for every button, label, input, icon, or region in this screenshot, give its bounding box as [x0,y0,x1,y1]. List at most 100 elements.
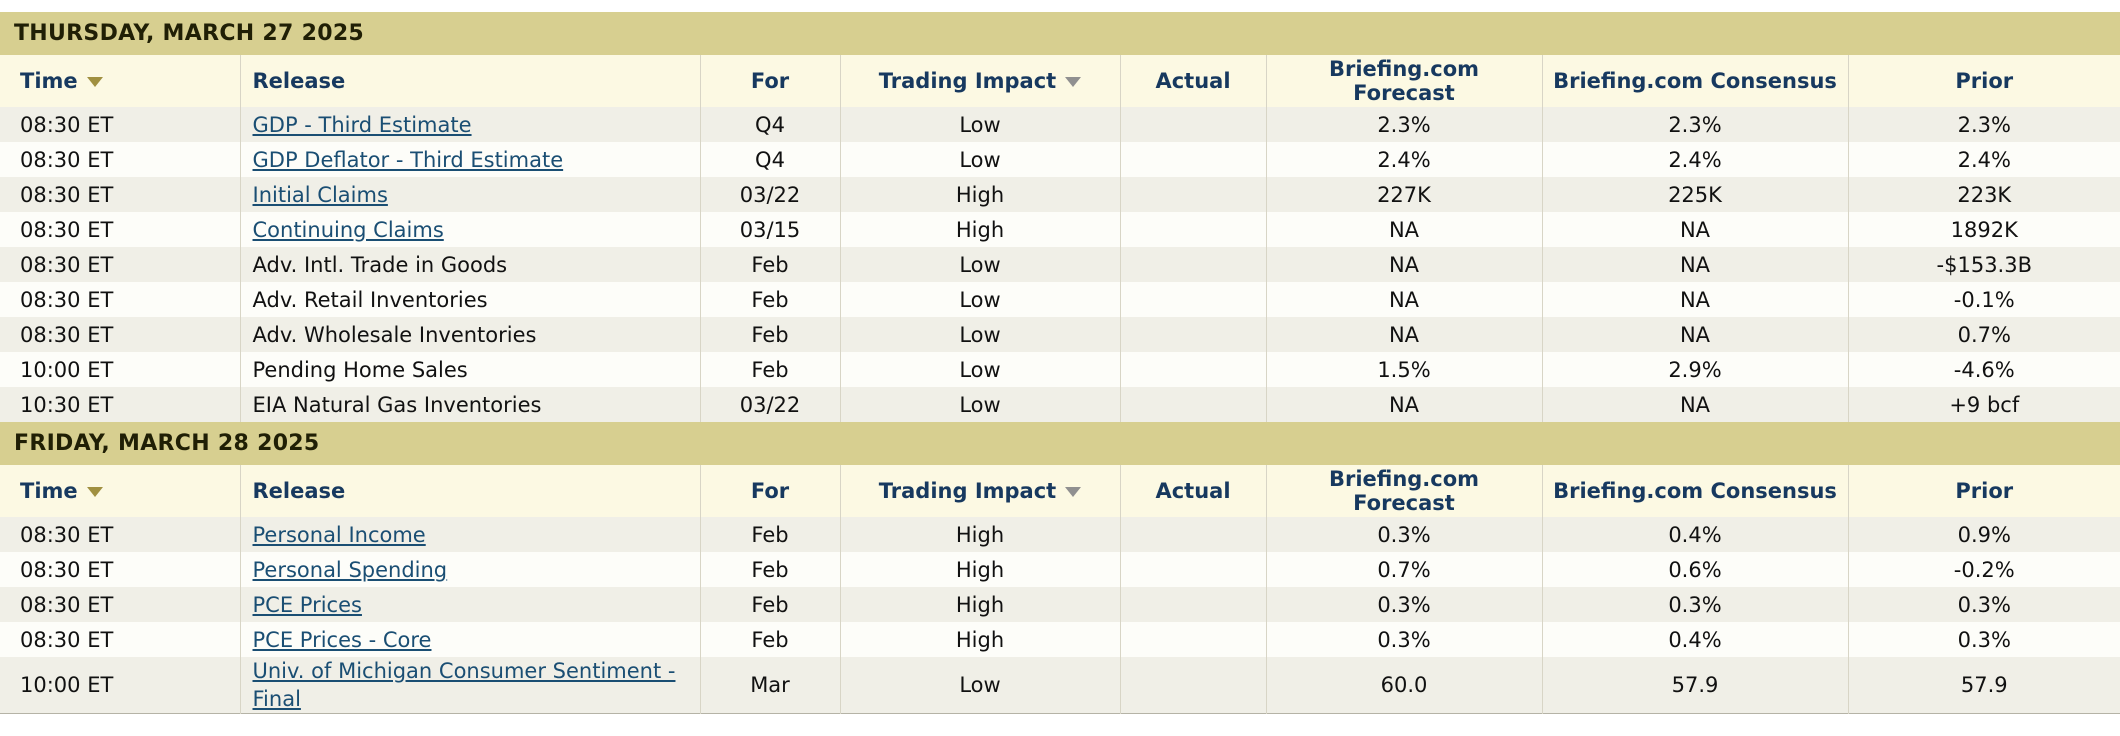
column-header-impact[interactable]: Trading Impact [840,55,1121,107]
release-link[interactable]: Initial Claims [252,182,388,207]
release-link[interactable]: PCE Prices - Core [252,627,432,652]
prior-cell: 57.9 [1960,673,2008,697]
prior-cell: 2.3% [1957,112,2011,137]
actual-cell [1120,282,1267,317]
impact-cell: High [840,212,1121,247]
release-link[interactable]: PCE Prices [252,592,362,617]
forecast-cell: NA [1266,317,1543,352]
column-header-for: For [700,465,841,517]
forecast-cell: NA [1266,387,1543,422]
economic-calendar-page: THURSDAY, MARCH 27 2025 Time Release For Tra… [0,0,2120,714]
column-header-release: Release [240,465,701,517]
column-header-row: Time Release For Trading Impact Actual Briefi… [0,55,2120,107]
release-cell: Adv. Wholesale Inventories [240,317,701,352]
impact-cell: High [840,517,1121,552]
column-header-label: Time [20,479,78,503]
impact-sort-arrow-icon[interactable] [1065,77,1082,87]
column-header-label: Briefing.com Forecast [1328,467,1480,515]
consensus-cell: 0.4% [1542,622,1849,657]
release-cell: Pending Home Sales [240,352,701,387]
consensus-cell: 2.4% [1542,142,1849,177]
release-row: 08:30 ET Personal Income Feb High 0.3% 0.4% 0.… [0,517,2120,552]
release-cell: Personal Income [240,517,701,552]
release-link[interactable]: GDP Deflator - Third Estimate [252,147,564,172]
consensus-cell: 225K [1542,177,1849,212]
column-header-time[interactable]: Time [0,465,241,517]
consensus-cell: 0.6% [1542,552,1849,587]
column-header-actual: Actual [1120,465,1267,517]
forecast-cell: NA [1266,212,1543,247]
release-row: 10:00 ET Univ. of Michigan Consumer Senti… [0,657,2120,714]
release-label: Pending Home Sales [252,357,468,382]
for-cell: 03/22 [700,387,841,422]
prior-cell: -0.2% [1953,557,2015,582]
column-header-actual: Actual [1120,55,1267,107]
forecast-cell: 60.0 [1266,657,1543,714]
column-header-row: Time Release For Trading Impact Actual Briefi… [0,465,2120,517]
forecast-cell: 0.3% [1266,587,1543,622]
column-header-label: For [750,479,790,503]
release-link[interactable]: Personal Income [252,522,426,547]
actual-cell [1120,247,1267,282]
actual-cell [1120,212,1267,247]
prior-cell: 223K [1957,182,2012,207]
release-link[interactable]: Continuing Claims [252,217,444,242]
prior-cell: -4.6% [1953,357,2015,382]
column-header-label: Trading Impact [878,479,1057,503]
actual-cell [1120,552,1267,587]
forecast-cell: 1.5% [1266,352,1543,387]
time-cell: 10:00 ET [0,657,241,714]
for-cell: 03/15 [700,212,841,247]
release-row: 10:00 ET Pending Home Sales Feb Low 1.5% 2.9%… [0,352,2120,387]
column-header-impact[interactable]: Trading Impact [840,465,1121,517]
time-sort-arrow-icon[interactable] [86,487,103,497]
impact-cell: Low [840,282,1121,317]
column-header-label: Release [252,479,346,503]
consensus-cell: 2.9% [1542,352,1849,387]
column-header-label: For [750,69,790,93]
day-header-row: FRIDAY, MARCH 28 2025 [0,422,2120,465]
release-link[interactable]: Univ. of Michigan Consumer Sentiment - F… [252,659,676,711]
release-label: Adv. Intl. Trade in Goods [252,252,508,277]
column-header-label: Prior [1955,69,2014,93]
for-cell: Feb [700,587,841,622]
release-cell: Univ. of Michigan Consumer Sentiment - F… [240,657,701,714]
consensus-cell: NA [1542,247,1849,282]
forecast-cell: 0.7% [1266,552,1543,587]
consensus-cell: NA [1542,282,1849,317]
forecast-cell: 0.3% [1266,622,1543,657]
for-cell: Feb [700,317,841,352]
for-cell: Feb [700,622,841,657]
consensus-cell: NA [1542,317,1849,352]
for-cell: Feb [700,552,841,587]
forecast-cell: NA [1266,247,1543,282]
for-cell: Feb [700,282,841,317]
time-cell: 08:30 ET [0,317,241,352]
release-cell: GDP Deflator - Third Estimate [240,142,701,177]
actual-cell [1120,587,1267,622]
prior-cell: 0.3% [1957,592,2011,617]
clipped-previous-row [0,0,2120,12]
column-header-label: Trading Impact [878,69,1057,93]
column-header-label: Briefing.com Consensus [1553,69,1837,93]
actual-cell [1120,622,1267,657]
prior-cell: 0.9% [1957,522,2011,547]
forecast-cell: NA [1266,282,1543,317]
prior-cell: 1892K [1950,217,2018,242]
forecast-cell: 2.4% [1266,142,1543,177]
time-cell: 08:30 ET [0,622,241,657]
column-header-time[interactable]: Time [0,55,241,107]
economic-calendar-table: THURSDAY, MARCH 27 2025 Time Release For Tra… [0,12,2120,714]
calendar-table-body: THURSDAY, MARCH 27 2025 Time Release For Tra… [0,12,2120,714]
prior-cell: -$153.3B [1936,252,2032,277]
release-row: 10:30 ET EIA Natural Gas Inventories 03/22… [0,387,2120,422]
consensus-cell: 0.3% [1542,587,1849,622]
release-link[interactable]: GDP - Third Estimate [252,112,472,137]
time-sort-arrow-icon[interactable] [86,77,103,87]
impact-sort-arrow-icon[interactable] [1065,487,1082,497]
time-cell: 08:30 ET [0,247,241,282]
release-label: Adv. Retail Inventories [252,287,488,312]
impact-cell: High [840,587,1121,622]
release-link[interactable]: Personal Spending [252,557,448,582]
time-cell: 10:00 ET [0,352,241,387]
